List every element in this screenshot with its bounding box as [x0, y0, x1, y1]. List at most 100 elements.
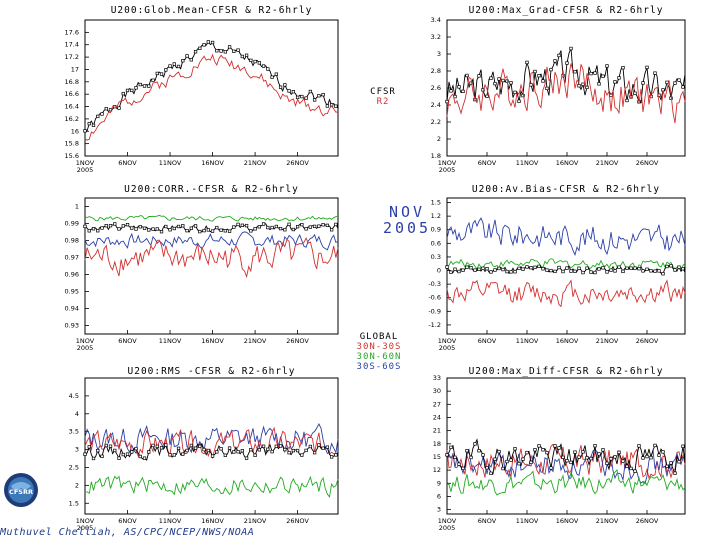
y-tick-label: 30: [433, 387, 441, 395]
series-marker: [185, 448, 189, 453]
series-marker: [485, 94, 489, 98]
series-marker: [641, 269, 645, 273]
x-tick-year: 2005: [439, 344, 456, 352]
x-tick-label: 21NOV: [596, 337, 619, 345]
series-marker: [130, 450, 134, 454]
x-tick-label: 21NOV: [596, 159, 619, 167]
series-marker: [278, 85, 283, 89]
series-marker: [557, 265, 561, 270]
x-tick-year: 2005: [77, 524, 94, 532]
series-marker: [485, 466, 489, 470]
series-marker: [168, 64, 172, 68]
series-marker: [449, 270, 453, 274]
series-marker: [533, 448, 537, 452]
series-marker: [189, 226, 193, 230]
series-marker: [317, 224, 321, 228]
series-marker: [210, 40, 215, 45]
series-marker: [181, 224, 185, 228]
series-marker: [334, 104, 338, 108]
series-line-trop: [84, 237, 339, 279]
series-marker: [493, 81, 497, 86]
series-marker: [295, 95, 300, 100]
series-marker: [565, 266, 569, 270]
series-marker: [312, 450, 317, 455]
series-marker: [577, 455, 581, 459]
x-tick-label: 6NOV: [478, 159, 497, 167]
series-marker: [469, 455, 473, 460]
series-marker: [219, 49, 223, 53]
y-tick-label: 0.93: [65, 322, 79, 330]
x-tick-label: 16NOV: [201, 517, 224, 525]
x-tick-label: 6NOV: [118, 337, 137, 345]
series-marker: [457, 462, 461, 466]
series-marker: [513, 447, 517, 451]
series-marker: [641, 81, 645, 85]
series-marker: [653, 269, 657, 273]
series-marker: [621, 269, 625, 274]
series-marker: [244, 456, 249, 460]
y-tick-label: 0.94: [65, 305, 79, 313]
chart-panel-1: U200:Glob.Mean-CFSR & R2-6hrly 15.6 15.8 16…: [65, 5, 339, 174]
series-marker: [657, 453, 661, 457]
y-tick-label: 0.98: [65, 237, 79, 245]
series-marker: [465, 73, 469, 78]
series-marker: [465, 265, 469, 269]
series-marker: [637, 267, 641, 271]
plot-frame: [84, 19, 339, 157]
x-tick-year: 2005: [77, 344, 94, 352]
series-marker: [155, 444, 159, 448]
y-tick-label: 0.6: [431, 239, 441, 247]
series-marker: [617, 450, 621, 454]
x-tick-year: 2005: [77, 166, 94, 174]
series-marker: [91, 227, 96, 231]
y-tick-label: 3: [437, 506, 441, 514]
y-tick-label: 2.4: [431, 101, 441, 109]
x-tick-label: 26NOV: [286, 337, 309, 345]
series-marker: [325, 223, 330, 228]
series-marker: [121, 91, 125, 96]
series-marker: [629, 266, 633, 270]
series-marker: [334, 222, 338, 227]
series-marker: [227, 229, 232, 233]
series-marker: [569, 269, 573, 273]
series-marker: [113, 222, 117, 226]
y-tick-label: 3.4: [431, 16, 441, 24]
x-tick-label: 1NOV: [438, 517, 457, 525]
y-tick-label: 33: [433, 374, 441, 382]
series-marker: [185, 54, 189, 58]
x-tick-year: 2005: [439, 524, 456, 532]
series-marker: [151, 227, 155, 231]
series-marker: [509, 270, 513, 274]
x-tick-label: 6NOV: [118, 159, 137, 167]
y-tick-label: 21: [433, 427, 441, 435]
series-marker: [653, 443, 657, 448]
series-marker: [278, 226, 283, 231]
series-marker: [533, 69, 537, 74]
chart-title: U200:CORR.-CFSR & R2-6hrly: [124, 184, 299, 195]
series-marker: [155, 227, 159, 231]
series-marker: [577, 84, 581, 88]
series-marker: [569, 460, 573, 465]
series-line-nh: [446, 469, 686, 496]
series-marker: [529, 266, 533, 270]
series-marker: [253, 227, 257, 231]
y-tick-label: 6: [437, 492, 441, 500]
series-marker: [249, 448, 253, 452]
series-marker: [613, 269, 617, 273]
x-tick-label: 1NOV: [438, 337, 457, 345]
series-marker: [134, 227, 138, 231]
x-tick-label: 21NOV: [596, 517, 619, 525]
series-marker: [278, 444, 283, 448]
series-marker: [537, 264, 541, 269]
series-marker: [261, 222, 266, 226]
series-marker: [573, 70, 577, 74]
series-marker: [176, 64, 181, 69]
series-marker: [300, 223, 304, 227]
series-marker: [270, 449, 274, 454]
series-marker: [325, 445, 330, 449]
series-marker: [525, 60, 529, 65]
series-marker: [236, 450, 240, 454]
series-line-r2: [84, 53, 339, 141]
series-marker: [645, 267, 649, 271]
